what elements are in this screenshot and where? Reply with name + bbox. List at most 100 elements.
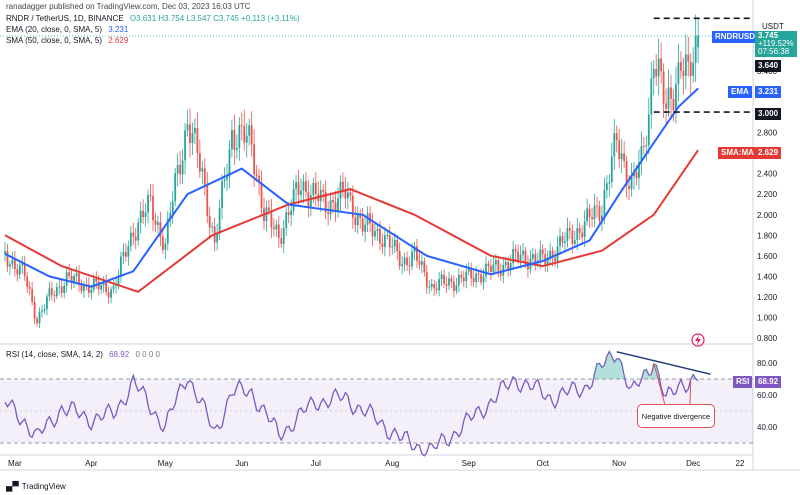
candle-body [280,238,283,244]
candle-body [78,273,80,286]
candle-body [371,223,374,237]
candle-body [517,251,519,261]
candle-body [477,273,480,275]
candle-body [337,198,339,212]
symbol-tag: RNDRUSDT [712,31,763,43]
candle-body [282,227,285,244]
candle-body [445,283,448,286]
price-tick-label: 2.200 [757,190,778,199]
sma-value-tag: 2.629 [755,147,782,159]
tradingview-logo[interactable]: ▄▀ TradingView [6,481,66,491]
candle-body [457,274,460,286]
candle-body [112,286,115,290]
level-tag-high: 3.640 [755,60,782,72]
candle-body [233,130,236,150]
candle-body [361,218,364,232]
candle-body [319,189,322,202]
candle-body [494,260,497,265]
candle-body [50,288,53,296]
candle-body [376,228,379,232]
candle-body [137,222,140,241]
candle-body [253,144,256,175]
candle-body [186,124,189,131]
ema-legend[interactable]: EMA (20, close, 0, SMA, 5) 3.231 [6,25,128,34]
candle-body [120,256,122,276]
candle-body [465,271,468,282]
candle-body [124,252,127,257]
candle-body [58,286,61,288]
candle-body [208,216,211,228]
candle-body [268,207,270,211]
candle-body [564,241,566,243]
candle-body [670,87,672,99]
candle-body [512,249,515,264]
candle-body [472,278,475,282]
time-tick-label: 22 [736,459,745,468]
divergence-arrow [653,362,666,406]
candle-body [149,194,152,196]
candle-body [383,235,386,247]
candle-body [43,309,46,311]
candle-body [139,210,142,223]
candle-body [650,78,653,115]
level-tag-low: 3.000 [755,108,782,120]
candle-body [588,208,591,218]
candle-body [248,125,251,136]
candle-body [682,70,685,76]
candle-body [344,189,347,199]
candle-body [620,153,623,159]
candle-body [443,274,445,284]
candle-body [334,202,337,212]
currency-unit: USDT [762,22,784,31]
candle-body [332,200,334,203]
candle-body [647,114,650,146]
candle-body [684,54,687,76]
rsi-legend[interactable]: RSI (14, close, SMA, 14, 2) 68.92 0 0 0 … [6,350,160,359]
candle-body [235,148,238,150]
candle-body [97,281,100,290]
sma-legend[interactable]: SMA (50, close, 0, SMA, 5) 2.629 [6,36,128,45]
candle-body [157,222,159,225]
candle-body [127,246,130,257]
price-tick-label: 1.600 [757,252,778,261]
candle-body [260,182,263,209]
negative-divergence-label: Negative divergence [637,404,715,428]
candle-body [694,35,697,63]
symbol-legend[interactable]: RNDR / TetherUS, 1D, BINANCE O3.631 H3.7… [6,14,300,23]
candle-body [522,250,524,255]
candle-body [83,284,85,292]
rsi-axis[interactable]: 80.00 60.00 40.00 [757,359,778,432]
candle-body [527,262,529,270]
candle-body [356,214,359,225]
candle-body [240,124,243,126]
alert-icon[interactable] [691,333,705,347]
candle-body [105,282,108,292]
candle-body [53,295,56,297]
candle-body [349,192,352,196]
candle-body [581,232,584,238]
rsi-legend-label: RSI (14, close, SMA, 14, 2) [6,350,103,359]
candle-body [411,251,413,267]
candle-body [586,208,589,222]
candle-body [549,250,552,260]
candle-body [129,232,132,247]
candle-body [467,267,470,272]
candle-body [625,161,628,186]
candle-body [561,236,564,243]
ema-20-line [4,87,699,288]
candle-body [408,265,411,267]
candle-body [635,172,638,179]
candle-body [351,195,354,218]
candle-body [287,212,290,216]
rsi-tick-label: 60.00 [757,391,778,400]
price-tick-label: 1.200 [757,293,778,302]
candle-body [551,250,554,258]
candle-body [487,263,490,267]
candle-body [679,62,682,71]
candle-body [623,153,626,162]
time-axis[interactable]: Mar Apr May Jun Jul Aug Sep Oct Nov Dec 22 [8,459,745,468]
candle-body [179,164,182,175]
candle-body [630,176,633,190]
candle-body [423,261,426,273]
